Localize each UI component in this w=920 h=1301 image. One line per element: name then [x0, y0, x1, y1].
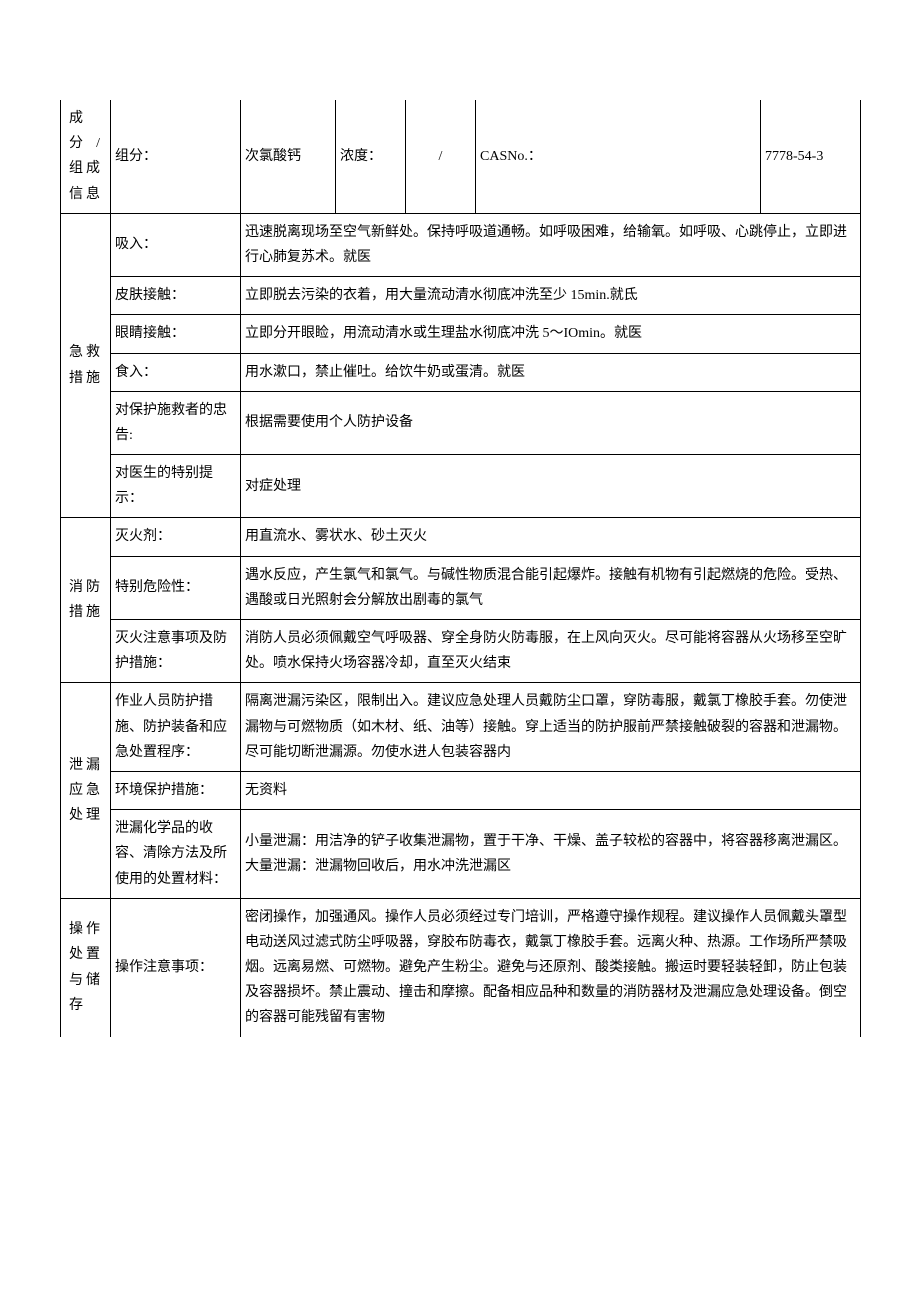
composition-header: 成分/组成信息	[61, 100, 111, 213]
fire-label-1: 特别危险性：	[111, 556, 241, 619]
first-aid-value-5: 对症处理	[241, 455, 861, 518]
fire-row-0: 消防措施 灭火剂： 用直流水、雾状水、砂土灭火	[61, 518, 861, 556]
component-label: 组分：	[111, 100, 241, 213]
spill-value-1: 无资料	[241, 771, 861, 809]
spill-row-0: 泄漏应急处理 作业人员防护措施、防护装备和应急处置程序： 隔离泄漏污染区，限制出…	[61, 683, 861, 772]
handling-label-0: 操作注意事项：	[111, 898, 241, 1036]
component-value: 次氯酸钙	[241, 100, 336, 213]
spill-value-2: 小量泄漏：用洁净的铲子收集泄漏物，置于干净、干燥、盖子较松的容器中，将容器移离泄…	[241, 810, 861, 899]
fire-row-1: 特别危险性： 遇水反应，产生氯气和氯气。与碱性物质混合能引起爆炸。接触有机物有引…	[61, 556, 861, 619]
handling-value-0: 密闭操作，加强通风。操作人员必须经过专门培训，严格遵守操作规程。建议操作人员佩戴…	[241, 898, 861, 1036]
spill-label-0: 作业人员防护措施、防护装备和应急处置程序：	[111, 683, 241, 772]
fire-header: 消防措施	[61, 518, 111, 683]
fire-value-0: 用直流水、雾状水、砂土灭火	[241, 518, 861, 556]
first-aid-label-3: 食入：	[111, 353, 241, 391]
first-aid-label-0: 吸入：	[111, 213, 241, 276]
first-aid-row-3: 食入： 用水漱口，禁止催吐。给饮牛奶或蛋清。就医	[61, 353, 861, 391]
spill-header: 泄漏应急处理	[61, 683, 111, 898]
first-aid-value-0: 迅速脱离现场至空气新鲜处。保持呼吸道通畅。如呼吸困难，给输氧。如呼吸、心跳停止，…	[241, 213, 861, 276]
cas-label: CASNo.：	[476, 100, 761, 213]
first-aid-row-5: 对医生的特别提示： 对症处理	[61, 455, 861, 518]
fire-label-2: 灭火注意事项及防护措施：	[111, 620, 241, 683]
first-aid-row-0: 急救措施 吸入： 迅速脱离现场至空气新鲜处。保持呼吸道通畅。如呼吸困难，给输氧。…	[61, 213, 861, 276]
first-aid-row-2: 眼睛接触： 立即分开眼睑，用流动清水或生理盐水彻底冲洗 5～IOmin。就医	[61, 315, 861, 353]
handling-header: 操作处置与储存	[61, 898, 111, 1036]
first-aid-label-2: 眼睛接触：	[111, 315, 241, 353]
first-aid-row-4: 对保护施救者的忠告: 根据需要使用个人防护设备	[61, 391, 861, 454]
first-aid-row-1: 皮肤接触： 立即脱去污染的衣着，用大量流动清水彻底冲洗至少 15min.就氐	[61, 277, 861, 315]
fire-row-2: 灭火注意事项及防护措施： 消防人员必须佩戴空气呼吸器、穿全身防火防毒服，在上风向…	[61, 620, 861, 683]
composition-row: 成分/组成信息 组分： 次氯酸钙 浓度： / CASNo.： 7778-54-3	[61, 100, 861, 213]
first-aid-value-1: 立即脱去污染的衣着，用大量流动清水彻底冲洗至少 15min.就氐	[241, 277, 861, 315]
first-aid-value-4: 根据需要使用个人防护设备	[241, 391, 861, 454]
first-aid-header: 急救措施	[61, 213, 111, 518]
fire-value-2: 消防人员必须佩戴空气呼吸器、穿全身防火防毒服，在上风向灭火。尽可能将容器从火场移…	[241, 620, 861, 683]
first-aid-value-2: 立即分开眼睑，用流动清水或生理盐水彻底冲洗 5～IOmin。就医	[241, 315, 861, 353]
concentration-label: 浓度：	[336, 100, 406, 213]
first-aid-label-5: 对医生的特别提示：	[111, 455, 241, 518]
handling-row-0: 操作处置与储存 操作注意事项： 密闭操作，加强通风。操作人员必须经过专门培训，严…	[61, 898, 861, 1036]
msds-table: 成分/组成信息 组分： 次氯酸钙 浓度： / CASNo.： 7778-54-3…	[60, 100, 861, 1037]
first-aid-value-3: 用水漱口，禁止催吐。给饮牛奶或蛋清。就医	[241, 353, 861, 391]
first-aid-label-1: 皮肤接触：	[111, 277, 241, 315]
fire-value-1: 遇水反应，产生氯气和氯气。与碱性物质混合能引起爆炸。接触有机物有引起燃烧的危险。…	[241, 556, 861, 619]
spill-row-1: 环境保护措施： 无资料	[61, 771, 861, 809]
concentration-value: /	[406, 100, 476, 213]
spill-label-1: 环境保护措施：	[111, 771, 241, 809]
spill-value-0: 隔离泄漏污染区，限制出入。建议应急处理人员戴防尘口罩，穿防毒服，戴氯丁橡胶手套。…	[241, 683, 861, 772]
spill-row-2: 泄漏化学品的收容、清除方法及所使用的处置材料： 小量泄漏：用洁净的铲子收集泄漏物…	[61, 810, 861, 899]
fire-label-0: 灭火剂：	[111, 518, 241, 556]
cas-value: 7778-54-3	[761, 100, 861, 213]
spill-label-2: 泄漏化学品的收容、清除方法及所使用的处置材料：	[111, 810, 241, 899]
first-aid-label-4: 对保护施救者的忠告:	[111, 391, 241, 454]
